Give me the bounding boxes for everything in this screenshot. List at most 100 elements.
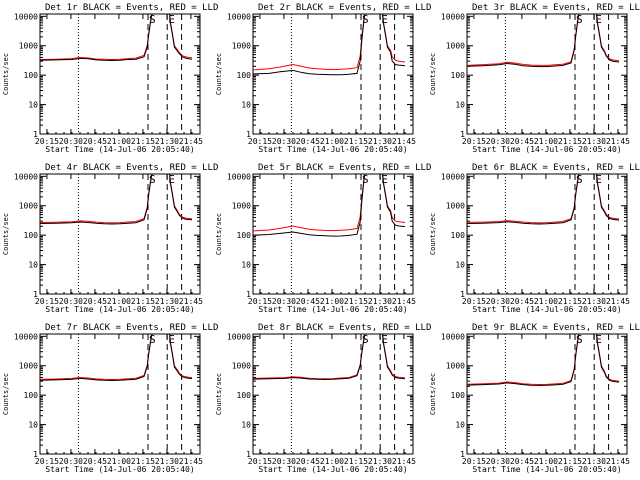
y-tick-label: 1 [33,130,38,139]
x-tick-label: 21:15 [344,137,368,146]
panel-title: Det 1r BLACK = Events, RED = LLD [45,3,218,13]
x-tick-label: 21:45 [179,297,203,306]
chart-panel-3: Det 3r BLACK = Events, RED = LLD 1 10 100 10… [429,3,640,154]
plot-frame [252,333,414,455]
y-tick-label: 10 [241,101,251,110]
x-tick-label: 20:30 [59,457,83,466]
panel-title: Det 4r BLACK = Events, RED = LLD [45,163,218,173]
y-tick-label: 1000 [446,202,465,211]
events-series-line [40,14,193,62]
y-tick-label: 1 [460,290,465,299]
y-tick-label: 1 [246,290,251,299]
x-tick-label: 20:15 [35,457,59,466]
x-tick-label: 21:30 [582,137,606,146]
events-series-line [40,174,193,225]
x-tick-label: 21:15 [558,457,582,466]
y-tick-label: 10000 [227,332,251,341]
y-tick-label: 1000 [232,42,251,51]
y-axis-label: Counts/sec [429,53,437,95]
x-tick-label: 21:30 [368,137,392,146]
y-tick-label: 10000 [14,172,38,181]
y-axis-label: Counts/sec [2,53,10,95]
chart-panel-1: Det 1r BLACK = Events, RED = LLD 1 10 100 10… [2,3,218,154]
x-tick-label: 21:45 [392,297,416,306]
y-tick-label: 10000 [14,332,38,341]
marker-s: S [576,13,583,26]
x-tick-label: 20:15 [248,137,272,146]
chart-panel-9: Det 9r BLACK = Events, RED = LLD 1 10 100 10… [429,323,640,474]
events-series-line [467,14,620,68]
marker-e: E [168,333,175,346]
chart-panel-7: Det 7r BLACK = Events, RED = LLD 1 10 100 10… [2,323,218,474]
x-tick-label: 20:15 [248,297,272,306]
x-tick-label: 20:15 [462,297,486,306]
x-axis-label: Start Time (14-Jul-06 20:05:40) [45,465,194,474]
plot-frame [39,333,201,455]
y-tick-label: 100 [24,71,39,80]
y-tick-label: 10 [455,421,465,430]
x-tick-label: 20:30 [272,457,296,466]
marker-e: E [168,13,175,26]
marker-s: S [362,333,369,346]
marker-s: S [149,13,156,26]
x-tick-label: 21:00 [107,457,131,466]
x-tick-label: 21:00 [534,457,558,466]
x-tick-label: 21:15 [558,297,582,306]
x-tick-label: 20:30 [486,137,510,146]
y-tick-label: 100 [451,71,466,80]
x-tick-label: 21:30 [582,457,606,466]
y-tick-label: 100 [237,71,252,80]
panel-title: Det 9r BLACK = Events, RED = LLD [472,323,640,333]
y-tick-label: 1000 [446,362,465,371]
y-tick-label: 1 [460,130,465,139]
y-tick-label: 10 [28,421,38,430]
x-tick-label: 21:30 [155,137,179,146]
y-axis-label: Counts/sec [2,373,10,415]
x-tick-label: 21:30 [368,457,392,466]
y-tick-label: 10 [241,421,251,430]
y-axis-label: Counts/sec [215,53,223,95]
plot-frame [39,173,201,295]
x-tick-label: 20:45 [83,137,107,146]
plot-frame [252,13,414,135]
x-tick-label: 20:15 [462,137,486,146]
y-tick-label: 100 [24,391,39,400]
chart-panel-4: Det 4r BLACK = Events, RED = LLD 1 10 100 10… [2,163,218,314]
x-tick-label: 21:15 [558,137,582,146]
x-tick-label: 20:15 [35,297,59,306]
x-tick-label: 20:30 [486,297,510,306]
x-tick-label: 21:15 [131,137,155,146]
x-axis-label: Start Time (14-Jul-06 20:05:40) [45,145,194,154]
x-tick-label: 20:30 [59,297,83,306]
x-tick-label: 20:15 [462,457,486,466]
marker-e: E [381,333,388,346]
x-tick-label: 20:15 [248,457,272,466]
x-tick-label: 21:00 [320,457,344,466]
plot-frame [39,13,201,135]
x-tick-label: 20:45 [83,297,107,306]
x-tick-label: 20:45 [510,297,534,306]
panel-title: Det 3r BLACK = Events, RED = LLD [472,3,640,13]
panel-title: Det 5r BLACK = Events, RED = LLD [258,163,431,173]
y-tick-label: 10000 [14,12,38,21]
marker-s: S [149,333,156,346]
x-axis-label: Start Time (14-Jul-06 20:05:40) [258,305,407,314]
y-tick-label: 1 [246,130,251,139]
x-axis-label: Start Time (14-Jul-06 20:05:40) [472,305,621,314]
y-tick-label: 1 [246,450,251,459]
y-tick-label: 10 [455,101,465,110]
chart-panel-2: Det 2r BLACK = Events, RED = LLD 1 10 100 10… [215,3,431,154]
plot-frame [466,13,628,135]
y-tick-label: 100 [451,391,466,400]
y-tick-label: 1000 [446,42,465,51]
x-tick-label: 20:45 [510,457,534,466]
y-tick-label: 10000 [441,172,465,181]
x-axis-label: Start Time (14-Jul-06 20:05:40) [258,145,407,154]
x-tick-label: 21:00 [534,137,558,146]
y-tick-label: 1000 [19,202,38,211]
events-series-line [253,334,406,381]
y-tick-label: 10000 [227,172,251,181]
events-series-line [40,334,193,382]
y-tick-label: 100 [451,231,466,240]
